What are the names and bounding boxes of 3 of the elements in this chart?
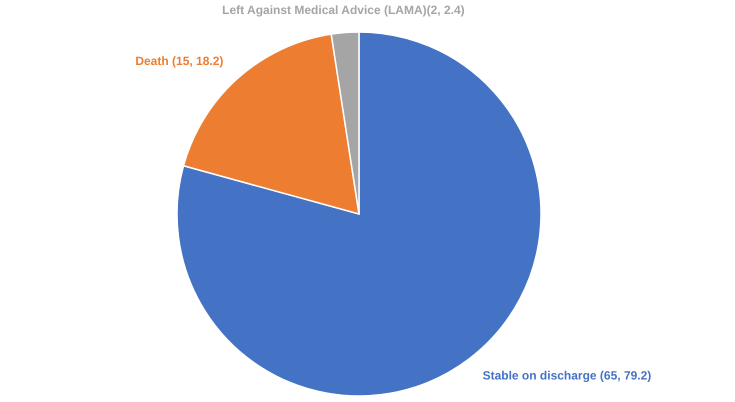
slice-label: Stable on discharge (65, 79.2) (482, 368, 652, 382)
slice-label: Death (15, 18.2) (135, 54, 224, 68)
slice-label: Left Against Medical Advice (LAMA)(2, 2.4) (222, 2, 465, 17)
